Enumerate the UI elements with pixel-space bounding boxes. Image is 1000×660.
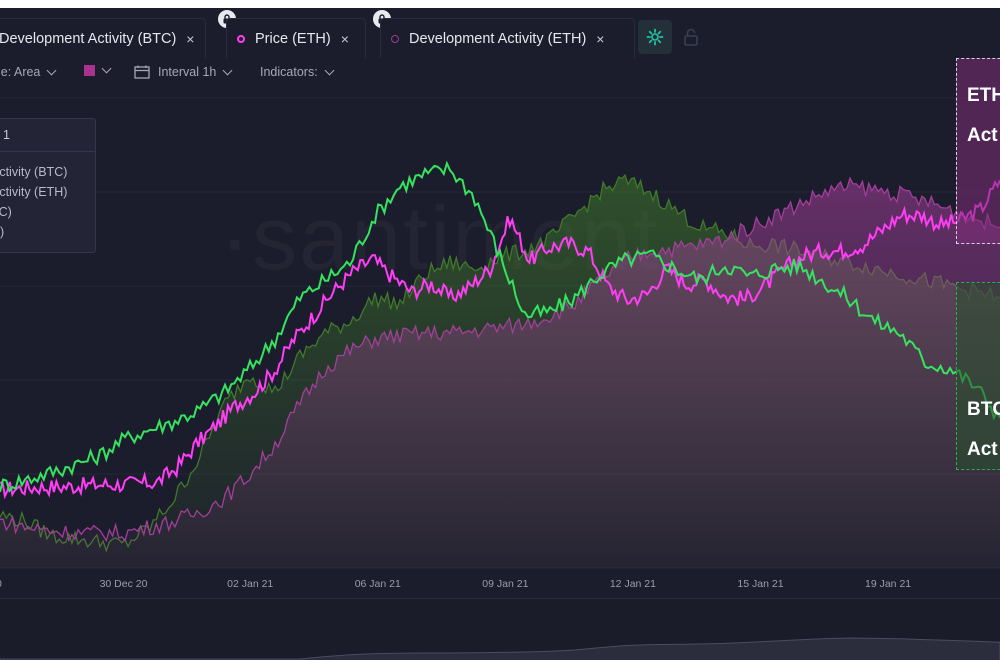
interval-label: Interval 1h [158,65,217,79]
legend-header: 1 [0,119,95,152]
tab-label: Development Activity (ETH) [409,30,587,47]
x-axis-tick-label: 15 Jan 21 [737,578,784,590]
legend-item[interactable]: Activity (ETH) [0,185,68,199]
x-axis-tick-label: 06 Jan 21 [354,578,401,590]
x-axis-tick-label: 09 Jan 21 [482,578,529,590]
x-axis-tick-label: 0 [0,578,2,590]
indicators-selector[interactable]: Indicators: [260,65,335,79]
x-axis-tick-label: 12 Jan 21 [609,578,656,590]
calendar-icon [134,65,150,79]
settings-gear-icon[interactable] [638,20,672,54]
btc-value-box: BTC Act [956,282,1000,470]
eth-value-box: ETH Act [956,58,1000,244]
legend-item[interactable]: Activity (BTC) [0,165,68,179]
series-line-price-btc- [0,160,1000,493]
chart-navigator[interactable] [0,598,1000,660]
chart-toolbar: le: Area Interval 1h Indicators: [0,62,1000,86]
legend-panel[interactable]: 1 Activity (BTC) Activity (ETH) TC) H) [0,118,96,253]
series-line-price-eth- [0,179,1000,500]
indicators-label: Indicators: [260,65,318,79]
chart-app: Development Activity (BTC) × Price (ETH)… [0,8,1000,660]
eth-value-line2: Act [967,125,998,146]
tab-price-eth[interactable]: Price (ETH) × [226,18,366,58]
navigator-series [0,637,1000,660]
close-icon[interactable]: × [186,30,195,47]
legend-item[interactable]: H) [0,225,5,239]
close-icon[interactable]: × [340,30,349,47]
color-selector[interactable] [84,63,112,76]
legend-item[interactable]: TC) [0,205,12,219]
tab-label: Development Activity (BTC) [0,30,177,47]
metric-tab-bar: Development Activity (BTC) × Price (ETH)… [0,10,1000,60]
tab-development-activity-eth[interactable]: Development Activity (ETH) × [380,18,635,58]
chart-canvas[interactable] [0,8,1000,608]
x-axis-tick-label: 02 Jan 21 [227,578,274,590]
btc-value-line1: BTC [967,399,1000,420]
btc-value-line2: Act [967,439,998,460]
x-axis-tick-label: 19 Jan 21 [865,578,912,590]
series-color-dot [237,34,245,43]
close-icon[interactable]: × [596,30,605,47]
style-label: le: Area [0,65,41,79]
x-axis-tick-label: 30 Dec 20 [99,578,148,590]
line-series-group [0,160,1000,500]
style-selector[interactable]: le: Area [0,65,57,79]
unlock-icon[interactable] [674,20,708,54]
series-color-dot [391,34,399,43]
tab-label: Price (ETH) [255,30,331,47]
eth-value-line1: ETH [967,85,1000,106]
interval-selector[interactable]: Interval 1h [134,65,233,79]
series-area-development-activity-eth- [0,178,1000,568]
series-line-development-activity-eth- [0,176,1000,543]
area-series-group [0,173,1000,568]
tab-development-activity-btc[interactable]: Development Activity (BTC) × [0,18,206,58]
color-swatch [84,65,95,76]
